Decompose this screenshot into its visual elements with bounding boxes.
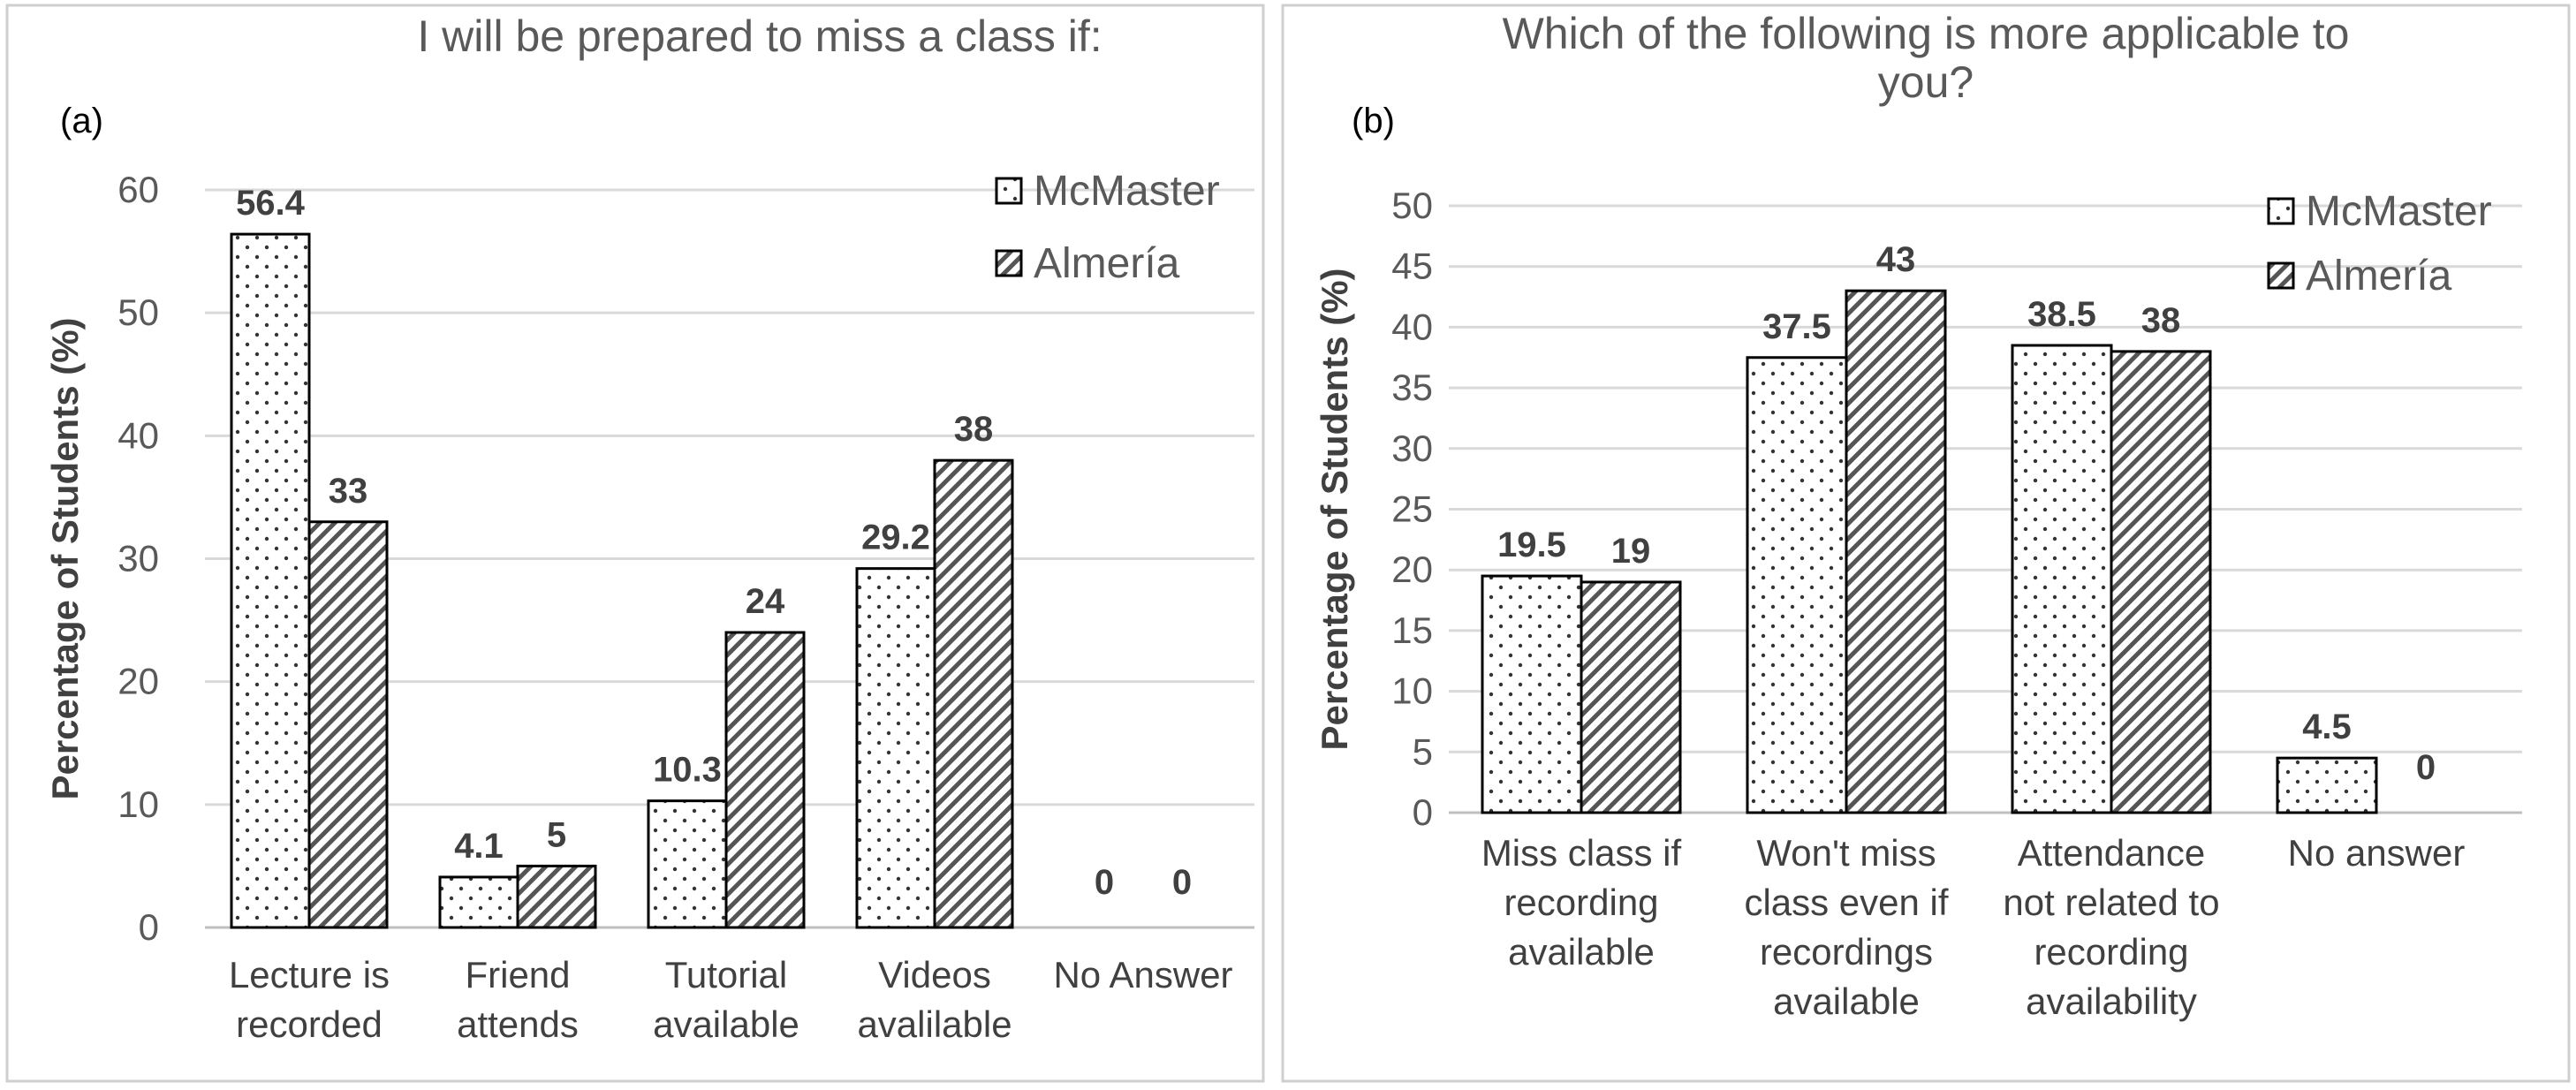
- data-label: 19: [1611, 532, 1651, 571]
- y-tick-label: 50: [117, 291, 159, 333]
- data-label: 0: [2416, 748, 2436, 787]
- chart-title: Which of the following is more applicabl…: [1503, 9, 2350, 58]
- category-label: attends: [457, 1003, 579, 1045]
- category-label: Videos: [878, 954, 991, 995]
- legend-label: Almería: [2306, 253, 2452, 299]
- panel-a-border: [5, 4, 1265, 1083]
- data-label: 37.5: [1762, 307, 1831, 346]
- y-tick-label: 10: [117, 783, 159, 825]
- legend-swatch-mcmaster: [2267, 197, 2295, 225]
- y-tick-label: 60: [117, 169, 159, 210]
- category-label: class even if: [1744, 882, 1948, 923]
- panel-b-border: [1281, 4, 2571, 1083]
- bar-mcmaster: [2011, 344, 2113, 814]
- legend-label: Almería: [1034, 240, 1180, 287]
- legend-swatch-almeria: [995, 249, 1023, 277]
- category-label: available: [1773, 980, 1920, 1022]
- category-label: No Answer: [1053, 954, 1232, 995]
- y-tick-label: 15: [1391, 609, 1433, 651]
- bar-almeria: [1845, 289, 1947, 814]
- category-label: recordings: [1760, 931, 1933, 973]
- y-tick-label: 25: [1391, 488, 1433, 530]
- category-label: recording: [1504, 882, 1658, 923]
- data-label: 29.2: [861, 519, 930, 557]
- category-label: Miss class if: [1481, 832, 1682, 874]
- chart-title: you?: [1878, 57, 1974, 107]
- y-tick-label: 10: [1391, 670, 1433, 712]
- bar-almeria: [933, 458, 1014, 929]
- bar-mcmaster: [438, 875, 519, 929]
- data-label: 19.5: [1497, 526, 1566, 564]
- chart-panel-b: (b) Which of the following is more applic…: [1314, 9, 2522, 1022]
- y-tick-label: 20: [117, 661, 159, 702]
- legend-swatch-mcmaster: [995, 177, 1023, 205]
- legend-label: McMaster: [1034, 168, 1220, 215]
- data-label: 38.5: [2027, 295, 2096, 334]
- data-label: 10.3: [653, 751, 722, 790]
- y-tick-label: 5: [1413, 730, 1433, 772]
- bar-almeria: [307, 520, 389, 929]
- y-tick-label: 30: [1391, 428, 1433, 469]
- data-label: 5: [547, 815, 566, 854]
- data-label: 38: [2141, 301, 2181, 340]
- data-label: 4.5: [2302, 708, 2352, 746]
- data-label: 33: [329, 472, 368, 511]
- y-tick-label: 30: [117, 538, 159, 579]
- chart-panel-a: (a) I will be prepared to miss a class if…: [44, 11, 1254, 1045]
- category-label: Lecture is: [229, 954, 390, 995]
- category-label: recording: [2034, 931, 2188, 973]
- legend-swatch-almeria: [2267, 261, 2295, 290]
- y-axis-label: Percentage of Students (%): [44, 317, 86, 799]
- data-label: 38: [954, 410, 994, 449]
- data-label: 24: [746, 582, 785, 621]
- category-label: avalilable: [857, 1003, 1011, 1045]
- category-label: Attendance: [2018, 832, 2206, 874]
- category-label: not related to: [2003, 882, 2219, 923]
- data-label: 4.1: [454, 827, 504, 866]
- y-tick-label: 0: [139, 906, 159, 948]
- bar-almeria: [516, 864, 597, 929]
- data-label: 56.4: [236, 184, 306, 223]
- bar-mcmaster: [2276, 756, 2378, 814]
- category-label: recorded: [236, 1003, 383, 1045]
- legend-label: McMaster: [2306, 188, 2492, 235]
- bar-mcmaster: [1746, 356, 1848, 814]
- category-label: Friend: [465, 954, 570, 995]
- category-label: available: [653, 1003, 799, 1045]
- y-tick-label: 20: [1391, 549, 1433, 590]
- category-label: availability: [2026, 980, 2197, 1022]
- panel-label: (b): [1352, 102, 1395, 140]
- y-tick-label: 45: [1391, 246, 1433, 287]
- bar-mcmaster: [230, 232, 311, 929]
- bar-almeria: [724, 631, 806, 929]
- bar-mcmaster: [1481, 574, 1583, 814]
- category-label: Won't miss: [1756, 832, 1936, 874]
- y-tick-label: 50: [1391, 185, 1433, 226]
- y-tick-label: 40: [117, 414, 159, 456]
- bar-mcmaster: [855, 567, 936, 929]
- chart-title: I will be prepared to miss a class if:: [417, 11, 1102, 61]
- panel-label: (a): [60, 102, 103, 140]
- y-axis-label: Percentage of Students (%): [1314, 268, 1355, 750]
- bar-almeria: [2110, 350, 2212, 814]
- y-tick-label: 40: [1391, 306, 1433, 347]
- data-label: 0: [1095, 863, 1114, 902]
- category-label: No answer: [2288, 832, 2466, 874]
- bar-mcmaster: [647, 799, 728, 929]
- category-label: available: [1508, 931, 1655, 973]
- data-label: 0: [1172, 863, 1192, 902]
- y-tick-label: 0: [1413, 791, 1433, 833]
- y-tick-label: 35: [1391, 367, 1433, 408]
- data-label: 43: [1876, 240, 1916, 279]
- bar-almeria: [1580, 580, 1682, 814]
- category-label: Tutorial: [665, 954, 788, 995]
